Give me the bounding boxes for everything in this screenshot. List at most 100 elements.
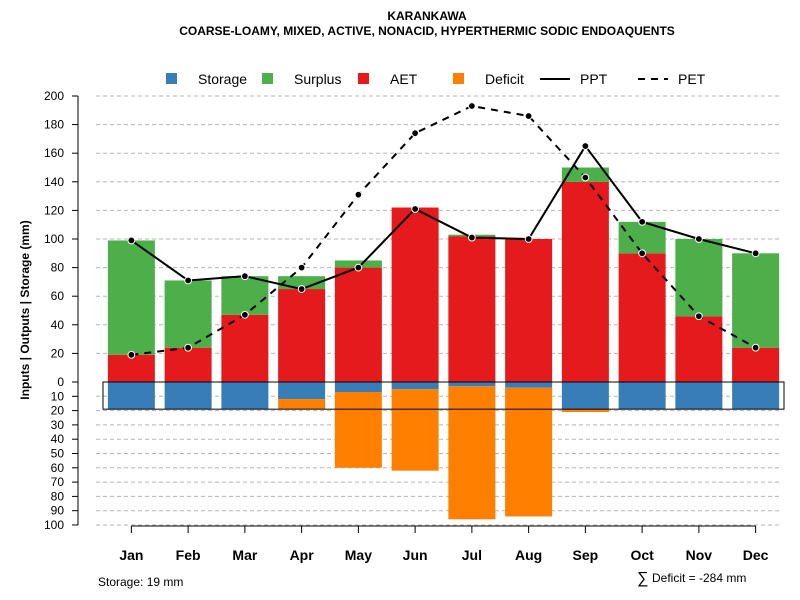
y-tick-label-lower: 90 (51, 504, 65, 518)
y-tick-label-upper: 100 (44, 232, 64, 246)
surplus-bar (221, 276, 269, 315)
pet-point (127, 350, 136, 359)
y-tick-label-lower: 20 (51, 404, 65, 418)
aet-bar (391, 207, 439, 382)
deficit-bar (278, 399, 326, 410)
aet-bar (732, 347, 780, 382)
storage-bar (221, 382, 269, 410)
pet-point (638, 249, 647, 258)
ppt-point (581, 142, 590, 150)
legend-swatch-storage (166, 73, 177, 84)
pet-point (581, 173, 590, 182)
deficit-bar (448, 386, 496, 520)
y-tick-label-lower: 10 (51, 389, 65, 403)
storage-bar (561, 382, 609, 410)
x-tick-label: Apr (290, 547, 315, 563)
surplus-bar (675, 239, 723, 317)
y-tick-label-upper: 140 (44, 175, 64, 189)
surplus-bar (164, 280, 212, 348)
aet-bar (278, 289, 326, 382)
x-tick-label: Dec (743, 547, 769, 563)
bars (102, 167, 785, 520)
y-tick-label-upper: 180 (44, 118, 64, 132)
aet-bar (334, 267, 382, 382)
ppt-point (411, 205, 420, 213)
deficit-total-note: Deficit = -284 mm (652, 571, 746, 585)
series-lines (127, 102, 760, 359)
deficit-bar (391, 389, 439, 471)
x-tick-label: Aug (515, 547, 542, 563)
surplus-bar (107, 240, 155, 355)
y-tick-label-upper: 20 (51, 346, 65, 360)
surplus-bar (732, 253, 780, 348)
chart-subtitle: COARSE-LOAMY, MIXED, ACTIVE, NONACID, HY… (179, 24, 675, 38)
legend-swatch-surplus (262, 73, 273, 84)
legend-swatch-aet (358, 73, 369, 84)
ppt-point (524, 235, 533, 243)
ppt-point (467, 233, 476, 242)
ppt-point (638, 217, 647, 226)
x-tick-label: Feb (176, 547, 201, 563)
legend-label-pet: PET (678, 71, 706, 87)
storage-capacity-box (102, 381, 785, 410)
x-tick-label: Jan (119, 547, 143, 563)
aet-bar (107, 354, 155, 382)
y-tick-label-upper: 60 (51, 289, 65, 303)
x-tick-label: Sep (573, 547, 599, 563)
storage-bar (391, 382, 439, 390)
y-tick-label-lower: 40 (51, 432, 65, 446)
y-tick-label-lower: 80 (51, 489, 65, 503)
aet-bar (675, 316, 723, 382)
x-tick-label: Nov (686, 547, 713, 563)
ppt-point (297, 285, 306, 293)
legend-label-deficit: Deficit (485, 71, 524, 87)
storage-bar (278, 382, 326, 400)
x-tick-label: Oct (630, 547, 654, 563)
aet-bar (164, 347, 212, 382)
ppt-point (240, 272, 249, 281)
storage-note: Storage: 19 mm (98, 575, 183, 589)
legend-swatch-deficit (453, 73, 464, 84)
x-tick-label: May (345, 547, 372, 563)
storage-bar (618, 382, 666, 410)
x-tick-label: Mar (232, 547, 257, 563)
ppt-point (354, 263, 363, 272)
aet-bar (505, 239, 553, 382)
pet-line (131, 104, 757, 356)
y-tick-label-lower: 50 (51, 447, 65, 461)
legend-label-aet: AET (390, 71, 418, 87)
pet-point (467, 102, 476, 110)
pet-point (751, 343, 760, 352)
legend-label-storage: Storage (198, 71, 247, 87)
grid-lines (96, 95, 782, 526)
ppt-point (184, 276, 193, 285)
storage-bar (164, 382, 212, 410)
pet-point (694, 312, 703, 321)
y-tick-label-lower: 70 (51, 475, 65, 489)
y-tick-label-upper: 160 (44, 146, 64, 160)
deficit-bar (334, 392, 382, 468)
ppt-point (694, 235, 703, 243)
storage-bar (732, 382, 780, 410)
y-tick-label-lower: 30 (51, 418, 65, 432)
deficit-bar (505, 387, 553, 517)
x-tick-label: Jul (462, 547, 482, 563)
x-tick-label: Jun (403, 547, 428, 563)
storage-bar (107, 382, 155, 410)
y-axis-label: Inputs | Outputs | Storage (mm) (18, 220, 32, 399)
ppt-point (127, 236, 136, 245)
aet-bar (561, 181, 609, 382)
chart-title: KARANKAWA (387, 9, 467, 23)
storage-bar (448, 382, 496, 387)
pet-point (524, 112, 533, 120)
deficit-sum-symbol: ∑ (637, 570, 648, 587)
ppt-point (751, 249, 760, 258)
storage-bar (334, 382, 382, 393)
y-tick-label-upper: 120 (44, 203, 64, 217)
deficit-bar (561, 409, 609, 413)
legend-label-surplus: Surplus (294, 71, 341, 87)
pet-point (354, 190, 363, 199)
y-tick-label-upper: 40 (51, 318, 65, 332)
aet-bar (448, 236, 496, 382)
